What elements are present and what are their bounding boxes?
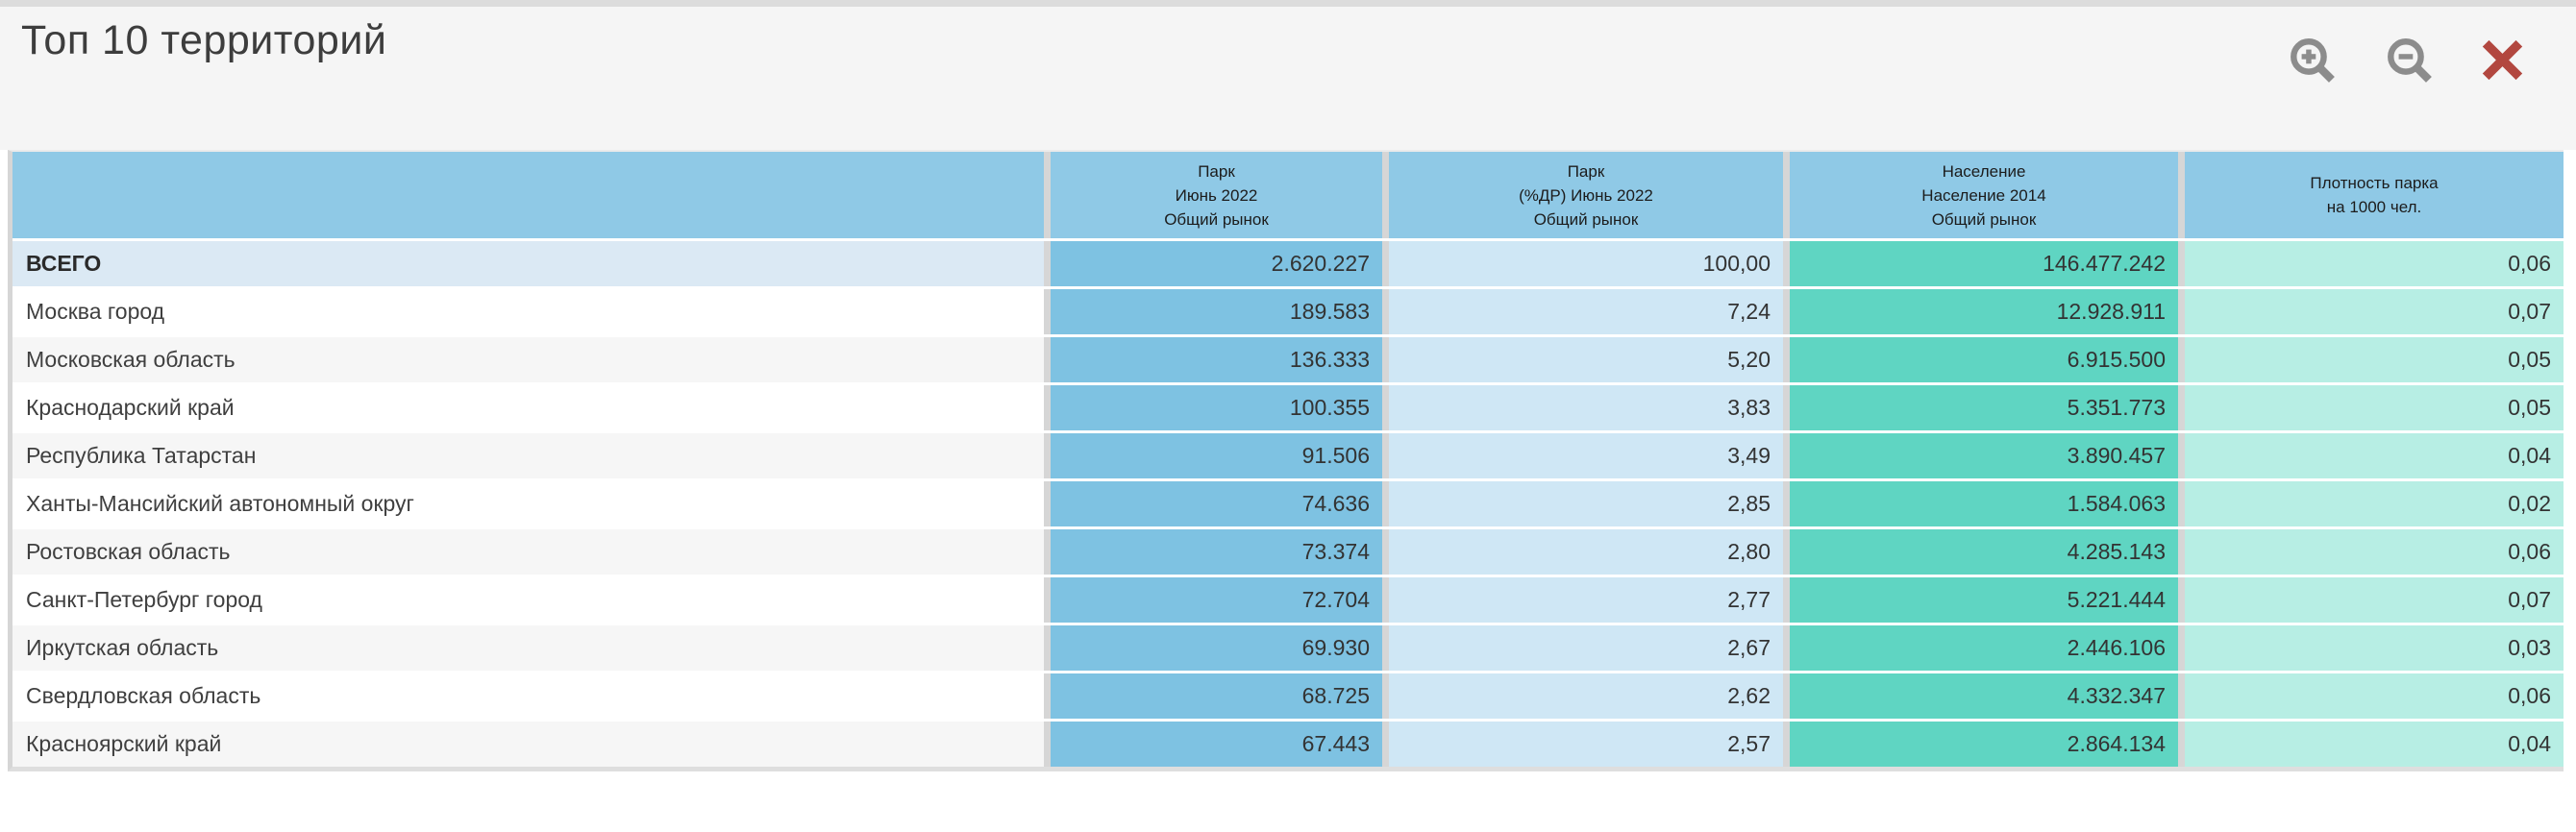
territory-name[interactable]: Красноярский край: [12, 722, 1051, 767]
table-row: Ростовская область 73.374 2,80 4.285.143…: [12, 529, 2564, 575]
territory-name[interactable]: Москва город: [12, 289, 1051, 334]
header-park-pct[interactable]: Парк (%ДР) Июнь 2022 Общий рынок: [1389, 152, 1790, 238]
table-row: Свердловская область 68.725 2,62 4.332.3…: [12, 673, 2564, 719]
population-value: 2.446.106: [1790, 625, 2185, 671]
density-value: 0,07: [2185, 577, 2564, 623]
density-value: 0,05: [2185, 385, 2564, 430]
table-row-total: ВСЕГО 2.620.227 100,00 146.477.242 0,06: [12, 241, 2564, 286]
header-park[interactable]: Парк Июнь 2022 Общий рынок: [1051, 152, 1389, 238]
park-pct-value: 2,85: [1389, 481, 1790, 526]
park-pct-value: 2,80: [1389, 529, 1790, 575]
park-value: 100.355: [1051, 385, 1389, 430]
park-value: 68.725: [1051, 673, 1389, 719]
park-value: 2.620.227: [1051, 241, 1389, 286]
park-pct-value: 7,24: [1389, 289, 1790, 334]
close-icon: [2479, 37, 2526, 86]
territory-name[interactable]: Краснодарский край: [12, 385, 1051, 430]
park-value: 91.506: [1051, 433, 1389, 478]
title-bar: [0, 7, 2576, 150]
park-value: 73.374: [1051, 529, 1389, 575]
header-density[interactable]: Плотность парка на 1000 чел.: [2185, 152, 2564, 238]
park-pct-value: 2,77: [1389, 577, 1790, 623]
population-value: 12.928.911: [1790, 289, 2185, 334]
population-value: 5.221.444: [1790, 577, 2185, 623]
table-row: Красноярский край 67.443 2,57 2.864.134 …: [12, 722, 2564, 767]
top10-territories-table: Парк Июнь 2022 Общий рынок Парк (%ДР) Ию…: [8, 150, 2564, 771]
population-value: 146.477.242: [1790, 241, 2185, 286]
density-value: 0,04: [2185, 433, 2564, 478]
page-title: Топ 10 территорий: [21, 17, 387, 63]
park-value: 189.583: [1051, 289, 1389, 334]
header-population[interactable]: Население Население 2014 Общий рынок: [1790, 152, 2185, 238]
zoom-in-button[interactable]: [2285, 33, 2340, 90]
zoom-out-icon: [2382, 33, 2437, 90]
park-value: 67.443: [1051, 722, 1389, 767]
park-value: 69.930: [1051, 625, 1389, 671]
park-value: 136.333: [1051, 337, 1389, 382]
table-row: Иркутская область 69.930 2,67 2.446.106 …: [12, 625, 2564, 671]
park-pct-value: 100,00: [1389, 241, 1790, 286]
territory-name[interactable]: Свердловская область: [12, 673, 1051, 719]
population-value: 2.864.134: [1790, 722, 2185, 767]
density-value: 0,06: [2185, 529, 2564, 575]
population-value: 1.584.063: [1790, 481, 2185, 526]
park-value: 72.704: [1051, 577, 1389, 623]
table-row: Республика Татарстан 91.506 3,49 3.890.4…: [12, 433, 2564, 478]
population-value: 4.332.347: [1790, 673, 2185, 719]
header-territory[interactable]: [12, 152, 1051, 238]
park-pct-value: 2,67: [1389, 625, 1790, 671]
park-pct-value: 3,83: [1389, 385, 1790, 430]
close-button[interactable]: [2479, 37, 2526, 86]
population-value: 5.351.773: [1790, 385, 2185, 430]
table-row: Москва город 189.583 7,24 12.928.911 0,0…: [12, 289, 2564, 334]
table-row: Санкт-Петербург город 72.704 2,77 5.221.…: [12, 577, 2564, 623]
window-top-border: [0, 0, 2576, 7]
table-row: Краснодарский край 100.355 3,83 5.351.77…: [12, 385, 2564, 430]
density-value: 0,03: [2185, 625, 2564, 671]
territory-name[interactable]: Иркутская область: [12, 625, 1051, 671]
population-value: 4.285.143: [1790, 529, 2185, 575]
density-value: 0,04: [2185, 722, 2564, 767]
table-row: Московская область 136.333 5,20 6.915.50…: [12, 337, 2564, 382]
territory-name[interactable]: Московская область: [12, 337, 1051, 382]
zoom-in-icon: [2285, 33, 2340, 90]
table-header-row: Парк Июнь 2022 Общий рынок Парк (%ДР) Ию…: [12, 152, 2564, 238]
territory-name[interactable]: Ростовская область: [12, 529, 1051, 575]
zoom-out-button[interactable]: [2382, 33, 2437, 90]
density-value: 0,02: [2185, 481, 2564, 526]
park-pct-value: 3,49: [1389, 433, 1790, 478]
population-value: 3.890.457: [1790, 433, 2185, 478]
density-value: 0,05: [2185, 337, 2564, 382]
territory-name[interactable]: Ханты-Мансийский автономный округ: [12, 481, 1051, 526]
territory-name[interactable]: Республика Татарстан: [12, 433, 1051, 478]
park-pct-value: 2,57: [1389, 722, 1790, 767]
toolbar: [2285, 33, 2526, 90]
density-value: 0,06: [2185, 673, 2564, 719]
density-value: 0,07: [2185, 289, 2564, 334]
population-value: 6.915.500: [1790, 337, 2185, 382]
territory-name[interactable]: ВСЕГО: [12, 241, 1051, 286]
density-value: 0,06: [2185, 241, 2564, 286]
territory-name[interactable]: Санкт-Петербург город: [12, 577, 1051, 623]
park-pct-value: 2,62: [1389, 673, 1790, 719]
park-value: 74.636: [1051, 481, 1389, 526]
park-pct-value: 5,20: [1389, 337, 1790, 382]
table-row: Ханты-Мансийский автономный округ 74.636…: [12, 481, 2564, 526]
